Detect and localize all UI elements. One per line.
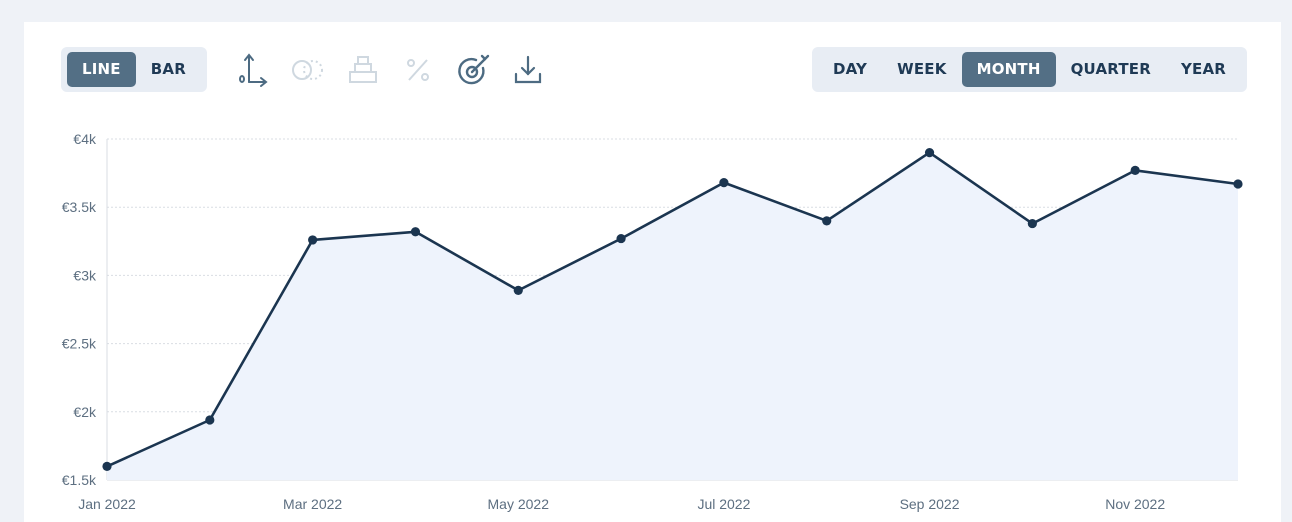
line-chart-option[interactable]: LINE — [67, 52, 136, 87]
data-point[interactable] — [719, 178, 729, 188]
x-tick-label: Mar 2022 — [283, 496, 342, 512]
x-tick-label: May 2022 — [488, 496, 550, 512]
axis-icon[interactable] — [232, 50, 272, 90]
period-month-option[interactable]: MONTH — [961, 52, 1056, 87]
chart-type-toggle: LINE BAR — [61, 47, 207, 92]
y-tick-label: €3k — [73, 267, 97, 283]
x-tick-label: Jul 2022 — [697, 496, 750, 512]
y-tick-label: €2.5k — [62, 336, 97, 352]
x-tick-label: Nov 2022 — [1105, 496, 1165, 512]
series-area — [107, 152, 1238, 480]
data-point[interactable] — [205, 415, 215, 425]
period-toggle: DAY WEEK MONTH QUARTER YEAR — [812, 47, 1248, 92]
y-tick-label: €1.5k — [62, 472, 97, 488]
data-point[interactable] — [822, 216, 832, 226]
data-point[interactable] — [616, 233, 626, 244]
compare-icon[interactable] — [288, 50, 328, 90]
y-tick-label: €4k — [73, 131, 97, 147]
data-point[interactable] — [102, 461, 112, 471]
download-icon[interactable] — [508, 50, 548, 90]
percent-icon[interactable] — [398, 50, 438, 90]
period-year-option[interactable]: YEAR — [1180, 60, 1227, 78]
data-point[interactable] — [1027, 218, 1037, 229]
data-point[interactable] — [924, 148, 935, 158]
stack-icon[interactable] — [343, 50, 383, 90]
y-tick-label: €3.5k — [62, 199, 97, 215]
target-icon[interactable] — [454, 50, 494, 90]
bar-chart-option[interactable]: BAR — [150, 60, 186, 78]
data-point[interactable] — [410, 227, 421, 237]
x-tick-label: Jan 2022 — [78, 496, 136, 512]
x-tick-label: Sep 2022 — [900, 496, 960, 512]
data-point[interactable] — [1130, 165, 1140, 175]
data-point[interactable] — [308, 235, 318, 245]
period-week-option[interactable]: WEEK — [897, 60, 947, 78]
data-point[interactable] — [1233, 179, 1243, 189]
series-line — [106, 151, 1239, 468]
period-quarter-option[interactable]: QUARTER — [1070, 60, 1151, 78]
data-point[interactable] — [513, 285, 523, 296]
period-day-option[interactable]: DAY — [833, 60, 868, 78]
y-tick-label: €2k — [73, 404, 97, 420]
